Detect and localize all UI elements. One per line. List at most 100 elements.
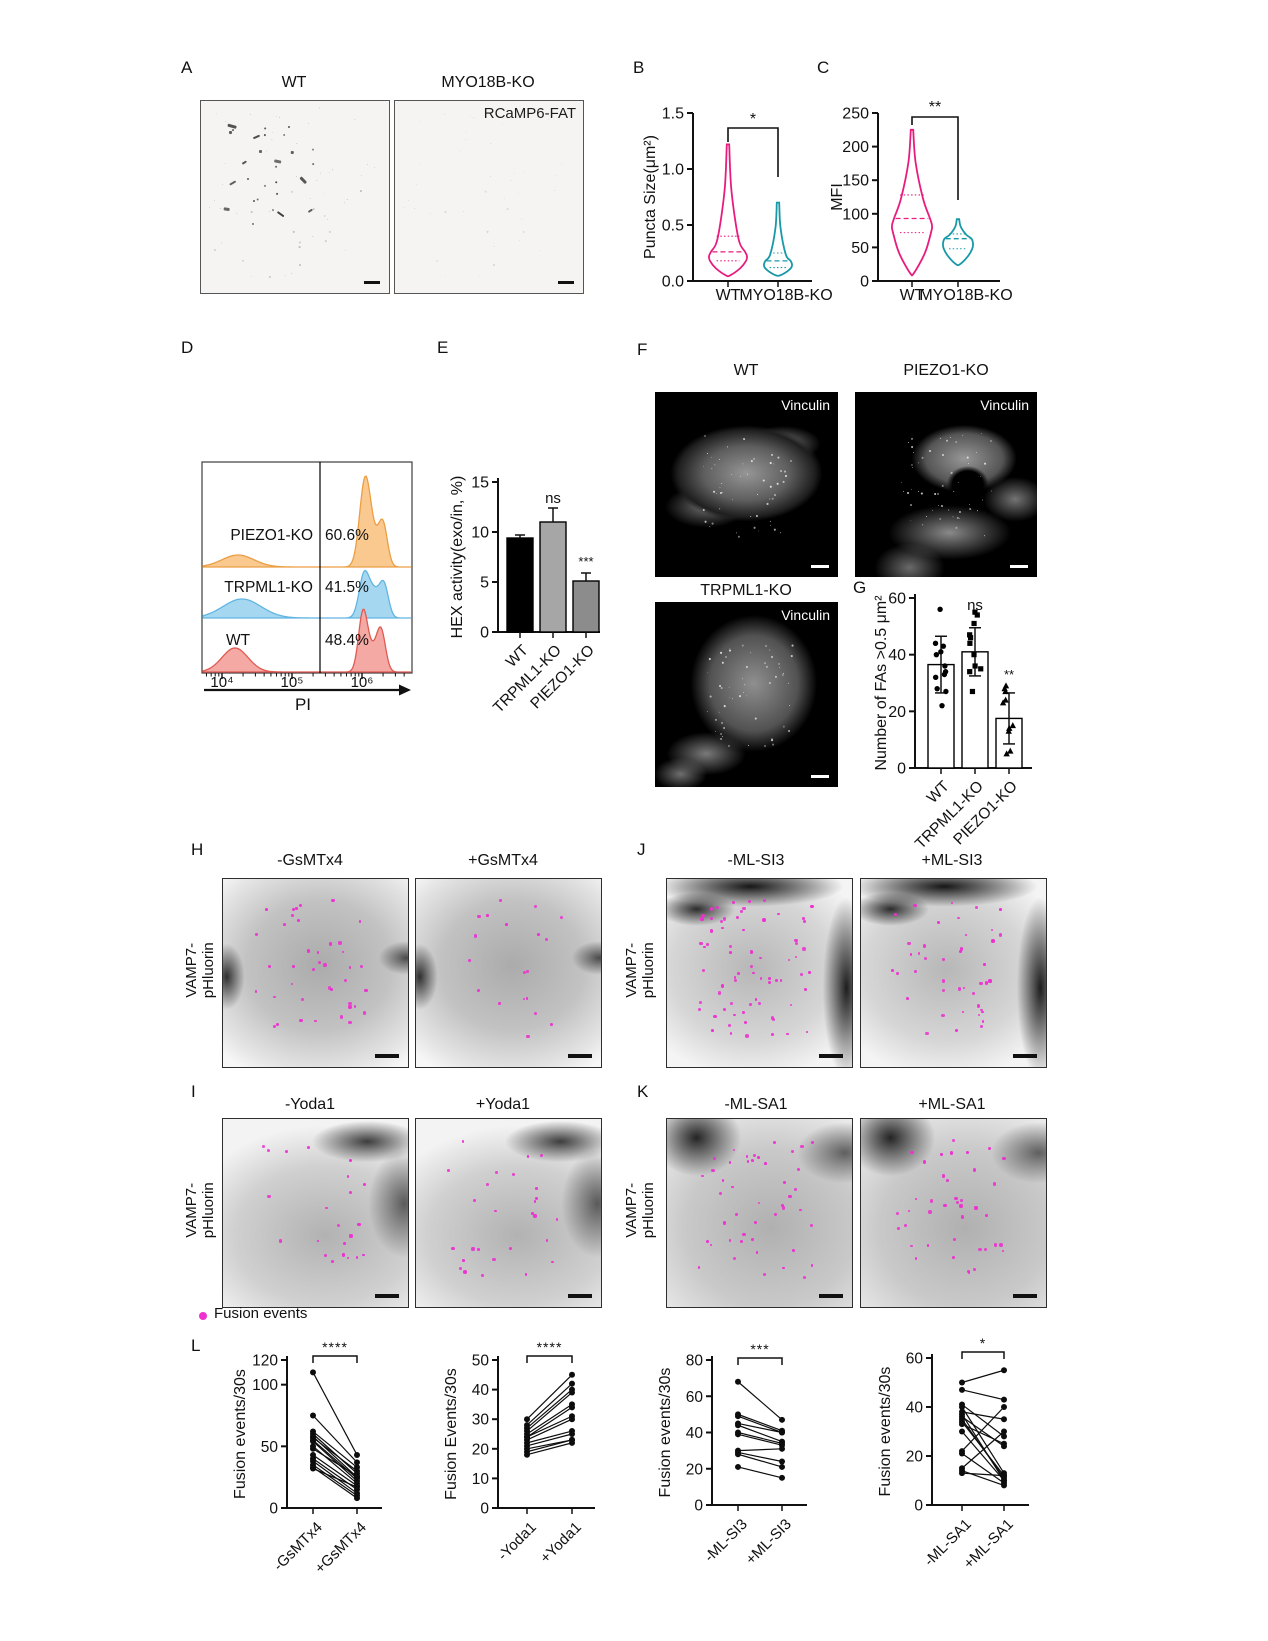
micrograph-i-plus-yoda1	[415, 1118, 602, 1308]
fusion-event-dot	[349, 1234, 353, 1238]
fusion-events-legend-dot-icon	[199, 1312, 207, 1320]
scale-bar	[811, 565, 829, 568]
fusion-event-dot	[999, 1243, 1003, 1247]
fusion-event-dot	[330, 1259, 334, 1263]
vinculin-speckle	[708, 657, 712, 661]
fusion-event-dot	[705, 1240, 709, 1243]
svg-text:1.0: 1.0	[662, 162, 684, 179]
vinculin-speckle	[714, 463, 716, 466]
svg-text:1.5: 1.5	[662, 106, 684, 123]
micrograph-a-myo18b-ko: RCaMP6-FAT	[394, 100, 584, 294]
fusion-event-dot	[722, 917, 727, 921]
fusion-event-dot	[923, 956, 927, 960]
svg-text:250: 250	[842, 106, 869, 123]
vinculin-speckle	[763, 744, 767, 748]
fusion-event-dot	[964, 933, 968, 937]
vinculin-speckle	[949, 436, 951, 438]
vinculin-speckle	[728, 686, 730, 688]
overlay-label-vinculin: Vinculin	[781, 397, 830, 413]
chart-gsmtx4_pairs: 0 50 100 120 **** Fusion events/30s -GsMTx4+Gs…	[232, 1339, 382, 1577]
fusion-event-dot	[264, 907, 268, 911]
fusion-event-dot	[732, 1148, 736, 1152]
micrograph-a-wt	[200, 100, 390, 294]
fusion-event-dot	[447, 1168, 450, 1172]
fusion-event-dot	[531, 1212, 534, 1216]
puncta-speckle	[513, 173, 515, 175]
fusion-event-dot	[763, 1272, 767, 1276]
fusion-event-dot	[364, 988, 368, 993]
svg-text:15: 15	[471, 475, 489, 492]
fusion-event-dot	[550, 1260, 554, 1264]
fusion-event-dot	[524, 1273, 528, 1277]
puncta-speckle	[326, 218, 328, 220]
fusion-event-dot	[728, 1161, 732, 1164]
side-label-vamp7-phluorin: VAMP7- pHluorin	[183, 885, 218, 1055]
puncta-speckle	[469, 116, 471, 118]
panel-label-f: F	[637, 340, 648, 359]
vinculin-speckle	[719, 737, 723, 741]
puncta-speckle	[219, 207, 222, 210]
fusion-event-dot	[716, 905, 720, 909]
fusion-event-dot	[300, 997, 305, 1001]
puncta-speckle	[307, 122, 310, 124]
fusion-event-dot	[768, 981, 772, 984]
fusion-event-dot	[896, 971, 900, 975]
fusion-event-dot	[779, 979, 783, 983]
svg-text:60: 60	[686, 1389, 704, 1406]
vinculin-speckle	[721, 483, 723, 485]
fusion-event-dot	[346, 1174, 350, 1178]
fusion-event-dot	[745, 1155, 749, 1158]
puncta-speckle	[284, 275, 286, 277]
fusion-event-dot	[727, 1024, 731, 1028]
svg-text:30: 30	[472, 1412, 490, 1429]
vinculin-speckle	[782, 480, 785, 483]
micrograph-h-plus-gsmtx4	[415, 878, 602, 1068]
puncta-speckle	[256, 199, 259, 202]
vinculin-speckle	[727, 744, 731, 748]
puncta-speckle	[272, 208, 275, 212]
fusion-event-dot	[951, 1255, 955, 1259]
puncta-speckle	[282, 133, 285, 137]
fusion-event-dot	[789, 1003, 793, 1007]
fusion-event-dot	[290, 914, 294, 918]
fusion-event-dot	[981, 1010, 984, 1014]
puncta-speckle	[373, 166, 376, 168]
fusion-event-dot	[753, 1221, 757, 1225]
fusion-event-dot	[711, 1168, 715, 1173]
fusion-event-dot	[914, 1197, 918, 1201]
puncta-speckle	[228, 131, 233, 135]
vinculin-speckle	[722, 726, 726, 730]
fusion-event-dot	[791, 1149, 795, 1153]
puncta-speckle	[221, 241, 224, 244]
fusion-event-dot	[928, 1210, 932, 1214]
fusion-event-dot	[316, 1239, 320, 1243]
fusion-event-dot	[794, 955, 798, 959]
vinculin-speckle	[771, 497, 775, 500]
puncta-speckle	[443, 113, 446, 116]
vinculin-speckle	[723, 705, 726, 708]
fusion-event-dot	[910, 1151, 914, 1155]
svg-text:10⁵: 10⁵	[281, 674, 304, 691]
fusion-event-dot	[941, 979, 945, 983]
fusion-event-dot	[805, 1030, 809, 1034]
micrograph-h-minus-gsmtx4	[222, 878, 409, 1068]
fusion-event-dot	[740, 910, 743, 913]
fusion-event-dot	[735, 915, 739, 919]
fusion-event-dot	[773, 1140, 776, 1144]
vinculin-speckle	[704, 520, 707, 523]
fusion-event-dot	[733, 1013, 736, 1017]
fusion-event-dot	[754, 998, 757, 1001]
panel-f-title-trpml1-ko: TRPML1-KO	[700, 582, 792, 599]
svg-text:0.5: 0.5	[662, 218, 684, 235]
puncta-speckle	[343, 201, 346, 204]
fusion-event-dot	[772, 1017, 776, 1021]
puncta-speckle	[331, 169, 334, 171]
fusion-event-dot	[781, 1203, 785, 1207]
svg-text:20: 20	[906, 1449, 924, 1466]
fusion-event-dot	[910, 1244, 913, 1248]
fusion-event-dot	[953, 1238, 956, 1241]
fusion-event-dot	[555, 1218, 559, 1221]
fusion-event-dot	[956, 1201, 960, 1205]
fusion-event-dot	[544, 937, 548, 942]
